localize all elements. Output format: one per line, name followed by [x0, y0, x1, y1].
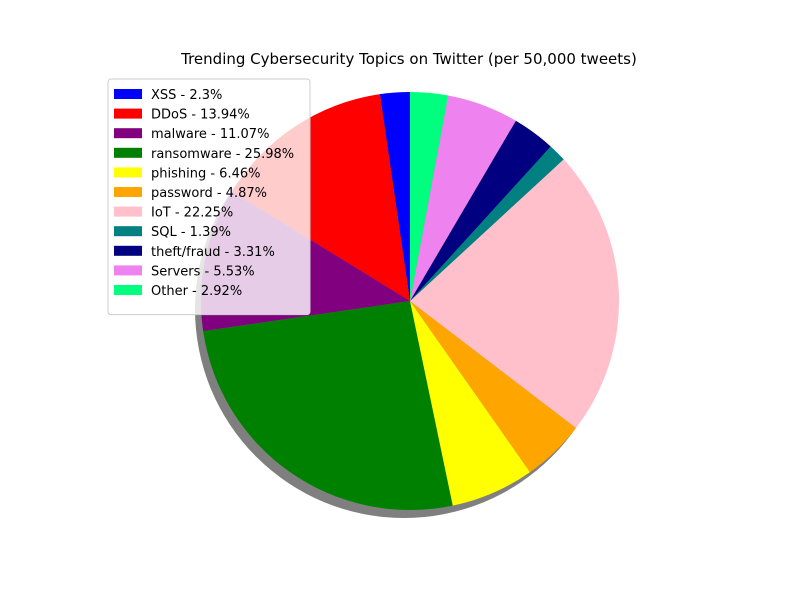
pie-slice-password — [410, 301, 576, 473]
legend-swatch — [114, 108, 142, 119]
legend-swatch — [114, 167, 142, 178]
legend-item: theft/fraud - 3.31% — [114, 245, 275, 260]
legend-item: XSS - 2.3% — [114, 88, 222, 103]
legend-label: phishing - 6.46% — [151, 166, 260, 181]
legend-item: ransomware - 25.98% — [114, 147, 294, 162]
legend-swatch — [114, 147, 142, 158]
legend-item: password - 4.87% — [114, 186, 267, 201]
legend-swatch — [114, 206, 142, 217]
legend: XSS - 2.3% DDoS - 13.94% malware - 11.07% r… — [107, 78, 311, 316]
legend-label: Servers - 5.53% — [151, 264, 255, 279]
pie-slice-ransomware — [203, 301, 453, 511]
legend-item: phishing - 6.46% — [114, 166, 260, 181]
pie-slice-phishing — [410, 301, 531, 506]
legend-frame — [107, 78, 311, 316]
legend-item: IoT - 22.25% — [114, 206, 233, 221]
legend-label: SQL - 1.39% — [151, 225, 231, 240]
chart-title: Trending Cybersecurity Topics on Twitter… — [180, 50, 637, 68]
legend-swatch — [114, 265, 142, 276]
pie-slice-servers — [410, 95, 516, 301]
legend-label: password - 4.87% — [151, 186, 267, 201]
pie-slice-sql — [410, 146, 564, 301]
pie-slice-iot — [410, 159, 619, 428]
legend-swatch — [114, 89, 142, 99]
legend-label: Other - 2.92% — [151, 284, 242, 299]
pie-slice-xss — [379, 92, 410, 301]
pie-slice-other — [410, 92, 449, 301]
legend-label: DDoS - 13.94% — [151, 108, 250, 123]
legend-swatch — [114, 285, 142, 295]
legend-item: DDoS - 13.94% — [114, 108, 250, 123]
legend-item: SQL - 1.39% — [114, 225, 231, 240]
legend-swatch — [114, 245, 142, 256]
legend-label: theft/fraud - 3.31% — [151, 245, 275, 260]
legend-label: XSS - 2.3% — [151, 88, 222, 103]
legend-label: IoT - 22.25% — [151, 206, 233, 221]
legend-swatch — [114, 187, 142, 197]
legend-item: malware - 11.07% — [114, 127, 269, 142]
legend-item: Other - 2.92% — [114, 284, 242, 299]
legend-item: Servers - 5.53% — [114, 264, 255, 279]
pie-slice-theft-fraud — [410, 120, 551, 301]
legend-swatch — [114, 128, 142, 139]
legend-label: ransomware - 25.98% — [151, 147, 294, 162]
legend-label: malware - 11.07% — [151, 127, 269, 142]
legend-swatch — [114, 226, 142, 237]
